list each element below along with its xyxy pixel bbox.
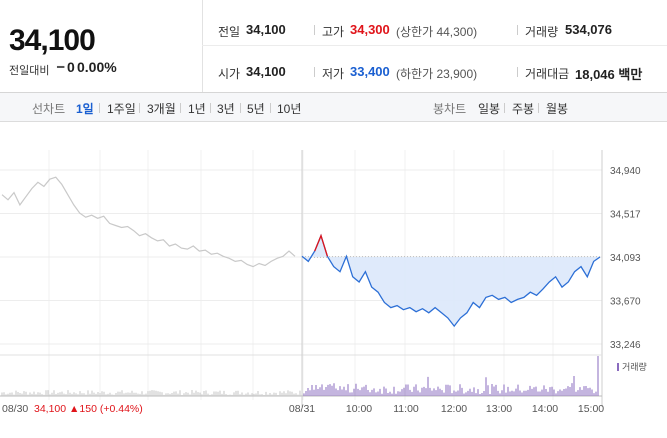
period-3m[interactable]: 3개월	[147, 102, 176, 116]
separator	[99, 103, 100, 113]
open-value: 34,100	[246, 64, 286, 79]
x-tick-label: 12:00	[441, 403, 467, 415]
separator	[180, 103, 181, 113]
y-tick-label: 34,517	[610, 209, 641, 220]
chart-marks	[1, 176, 602, 328]
chart-toolbar	[0, 93, 667, 122]
separator	[314, 25, 315, 35]
x-tick-label: 14:00	[532, 403, 558, 415]
prev-day-date: 08/30	[2, 403, 28, 415]
high-value: 34,300	[350, 22, 390, 37]
high-label: 고가	[322, 25, 345, 39]
period-3y[interactable]: 3년	[217, 102, 235, 116]
separator	[270, 103, 271, 113]
volume-legend: 거래량	[622, 361, 647, 372]
today-area	[302, 235, 600, 327]
change-flat-icon: ━	[57, 60, 65, 74]
change-percent: 0.00%	[77, 59, 117, 75]
period-1y[interactable]: 1년	[188, 102, 206, 116]
y-tick-label: 33,670	[610, 296, 641, 307]
change-label: 전일대비	[9, 65, 50, 77]
line-chart-label: 선차트	[32, 102, 66, 116]
volume-label: 거래량	[525, 25, 559, 39]
separator	[517, 67, 518, 77]
candle-daily[interactable]: 일봉	[478, 102, 501, 116]
period-5y[interactable]: 5년	[247, 102, 265, 116]
amount-value: 18,046 백만	[575, 67, 643, 82]
y-tick-label: 34,940	[610, 166, 641, 177]
separator	[139, 103, 140, 113]
volume-bars	[1, 356, 599, 396]
lower-limit: (하한가 23,900)	[396, 67, 478, 81]
prev-day-line	[1, 176, 296, 268]
today-line	[301, 233, 601, 328]
separator	[538, 103, 539, 113]
volume-legend-swatch	[617, 363, 619, 371]
separator	[314, 67, 315, 77]
separator	[210, 103, 211, 113]
amount-label: 거래대금	[525, 67, 570, 81]
y-tick-label: 33,246	[610, 340, 641, 351]
price-box	[0, 0, 203, 92]
stats-divider	[202, 45, 667, 46]
candle-monthly[interactable]: 월봉	[546, 102, 569, 116]
x-tick-label: 11:00	[393, 403, 419, 415]
low-label: 저가	[322, 67, 345, 81]
prev-close-label: 전일	[218, 25, 241, 39]
upper-limit: (상한가 44,300)	[396, 25, 478, 39]
y-tick-label: 34,093	[610, 253, 641, 264]
period-1w[interactable]: 1주일	[107, 102, 136, 116]
period-10y[interactable]: 10년	[277, 102, 302, 116]
separator	[517, 25, 518, 35]
separator	[240, 103, 241, 113]
x-tick-label: 10:00	[346, 403, 372, 415]
current-price: 34,100	[9, 24, 96, 57]
separator	[504, 103, 505, 113]
volume-value: 534,076	[565, 22, 612, 37]
candle-chart-label: 봉차트	[433, 102, 467, 116]
quote-header	[0, 0, 667, 93]
candle-weekly[interactable]: 주봉	[512, 102, 535, 116]
x-tick-label: 08/31	[289, 403, 315, 415]
x-tick-label: 13:00	[486, 403, 512, 415]
prev-close-value: 34,100	[246, 22, 286, 37]
change-value: 0	[67, 59, 75, 75]
chart-labels: 34,940 34,517 34,093 33,670 33,246 거래량 08/31 10…	[2, 166, 647, 415]
low-value: 33,400	[350, 64, 390, 79]
today-up-segment	[314, 233, 329, 257]
prev-day-summary: 34,100 ▲150 (+0.44%)	[34, 403, 143, 415]
open-label: 시가	[218, 67, 241, 81]
price-chart: 34,940 34,517 34,093 33,670 33,246 거래량 08/31 10…	[0, 150, 647, 415]
period-1d[interactable]: 1일	[76, 102, 94, 116]
x-tick-label: 15:00	[578, 403, 604, 415]
